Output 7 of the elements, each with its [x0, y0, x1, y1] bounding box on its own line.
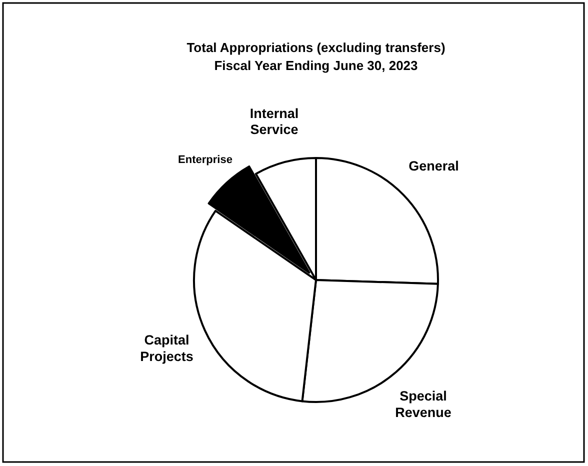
slice-label: General — [408, 158, 459, 174]
chart-title: Total Appropriations (excluding transfers) — [186, 40, 446, 55]
slice-label: Special Revenue — [395, 388, 452, 420]
chart-subtitle: Fiscal Year Ending June 30, 2023 — [214, 58, 418, 73]
slice-label: Enterprise — [178, 154, 232, 166]
slice-label: Internal Service — [250, 106, 299, 138]
slice-label: Capital Projects — [140, 332, 194, 364]
